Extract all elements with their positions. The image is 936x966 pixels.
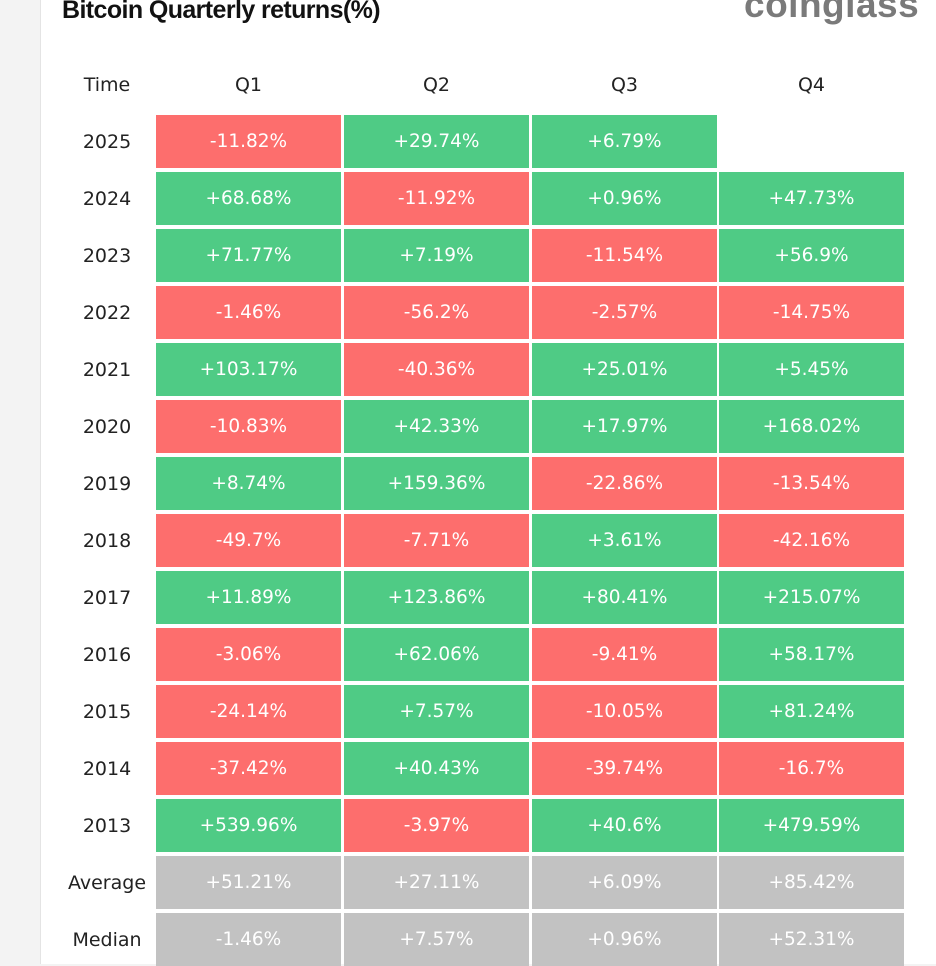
return-cell-2024-q2: -11.92%	[344, 172, 529, 225]
row-label-2016: 2016	[82, 643, 132, 666]
return-cell-2019-q1: +8.74%	[156, 457, 341, 510]
return-cell-2014-q4: -16.7%	[719, 742, 904, 795]
average-cell-q2: +27.11%	[344, 856, 529, 909]
row-label-2024: 2024	[82, 187, 132, 210]
return-cell-2025-q1: -11.82%	[156, 115, 341, 168]
return-cell-2015-q1: -24.14%	[156, 685, 341, 738]
return-cell-2023-q2: +7.19%	[344, 229, 529, 282]
return-cell-2021-q3: +25.01%	[532, 343, 717, 396]
return-cell-2014-q1: -37.42%	[156, 742, 341, 795]
return-cell-2023-q1: +71.77%	[156, 229, 341, 282]
average-cell-q1: +51.21%	[156, 856, 341, 909]
return-cell-2014-q3: -39.74%	[532, 742, 717, 795]
row-label-2021: 2021	[82, 358, 132, 381]
return-cell-2019-q2: +159.36%	[344, 457, 529, 510]
column-header-q2: Q2	[422, 73, 451, 96]
row-label-median: Median	[72, 928, 142, 951]
return-cell-2020-q1: -10.83%	[156, 400, 341, 453]
median-cell-q4: +52.31%	[719, 913, 904, 966]
coinglass-logo: coinglass	[744, 0, 920, 25]
return-cell-2019-q3: -22.86%	[532, 457, 717, 510]
return-cell-2025-q3: +6.79%	[532, 115, 717, 168]
column-header-time: Time	[83, 73, 131, 96]
return-cell-2015-q4: +81.24%	[719, 685, 904, 738]
return-cell-2017-q2: +123.86%	[344, 571, 529, 624]
row-label-2019: 2019	[82, 472, 132, 495]
row-label-2015: 2015	[82, 700, 132, 723]
return-cell-2017-q1: +11.89%	[156, 571, 341, 624]
return-cell-2021-q1: +103.17%	[156, 343, 341, 396]
return-cell-2015-q2: +7.57%	[344, 685, 529, 738]
return-cell-2016-q1: -3.06%	[156, 628, 341, 681]
return-cell-2024-q3: +0.96%	[532, 172, 717, 225]
return-cell-2018-q2: -7.71%	[344, 514, 529, 567]
return-cell-2018-q4: -42.16%	[719, 514, 904, 567]
return-cell-2016-q4: +58.17%	[719, 628, 904, 681]
return-cell-2013-q2: -3.97%	[344, 799, 529, 852]
return-cell-2022-q1: -1.46%	[156, 286, 341, 339]
median-cell-q3: +0.96%	[532, 913, 717, 966]
column-header-q4: Q4	[797, 73, 826, 96]
return-cell-2013-q1: +539.96%	[156, 799, 341, 852]
return-cell-2024-q1: +68.68%	[156, 172, 341, 225]
average-cell-q3: +6.09%	[532, 856, 717, 909]
return-cell-2024-q4: +47.73%	[719, 172, 904, 225]
average-cell-q4: +85.42%	[719, 856, 904, 909]
row-label-2018: 2018	[82, 529, 132, 552]
return-cell-2018-q3: +3.61%	[532, 514, 717, 567]
row-label-2022: 2022	[82, 301, 132, 324]
return-cell-2022-q2: -56.2%	[344, 286, 529, 339]
return-cell-2023-q3: -11.54%	[532, 229, 717, 282]
return-cell-2022-q3: -2.57%	[532, 286, 717, 339]
return-cell-2021-q2: -40.36%	[344, 343, 529, 396]
row-label-2017: 2017	[82, 586, 132, 609]
return-cell-2021-q4: +5.45%	[719, 343, 904, 396]
return-cell-2016-q3: -9.41%	[532, 628, 717, 681]
return-cell-2016-q2: +62.06%	[344, 628, 529, 681]
row-label-2023: 2023	[82, 244, 132, 267]
return-cell-2019-q4: -13.54%	[719, 457, 904, 510]
median-cell-q1: -1.46%	[156, 913, 341, 966]
row-label-2020: 2020	[82, 415, 132, 438]
return-cell-2018-q1: -49.7%	[156, 514, 341, 567]
column-header-q3: Q3	[610, 73, 639, 96]
return-cell-2017-q4: +215.07%	[719, 571, 904, 624]
column-header-q1: Q1	[234, 73, 263, 96]
return-cell-2023-q4: +56.9%	[719, 229, 904, 282]
return-cell-2015-q3: -10.05%	[532, 685, 717, 738]
chart-title: Bitcoin Quarterly returns(%)	[62, 0, 381, 24]
row-label-average: Average	[67, 871, 147, 894]
return-cell-2020-q2: +42.33%	[344, 400, 529, 453]
return-cell-2025-q2: +29.74%	[344, 115, 529, 168]
return-cell-2014-q2: +40.43%	[344, 742, 529, 795]
return-cell-2013-q3: +40.6%	[532, 799, 717, 852]
median-cell-q2: +7.57%	[344, 913, 529, 966]
return-cell-2020-q3: +17.97%	[532, 400, 717, 453]
return-cell-2017-q3: +80.41%	[532, 571, 717, 624]
row-label-2013: 2013	[82, 814, 132, 837]
return-cell-2013-q4: +479.59%	[719, 799, 904, 852]
return-cell-2022-q4: -14.75%	[719, 286, 904, 339]
return-cell-2020-q4: +168.02%	[719, 400, 904, 453]
row-label-2025: 2025	[82, 130, 132, 153]
row-label-2014: 2014	[82, 757, 132, 780]
